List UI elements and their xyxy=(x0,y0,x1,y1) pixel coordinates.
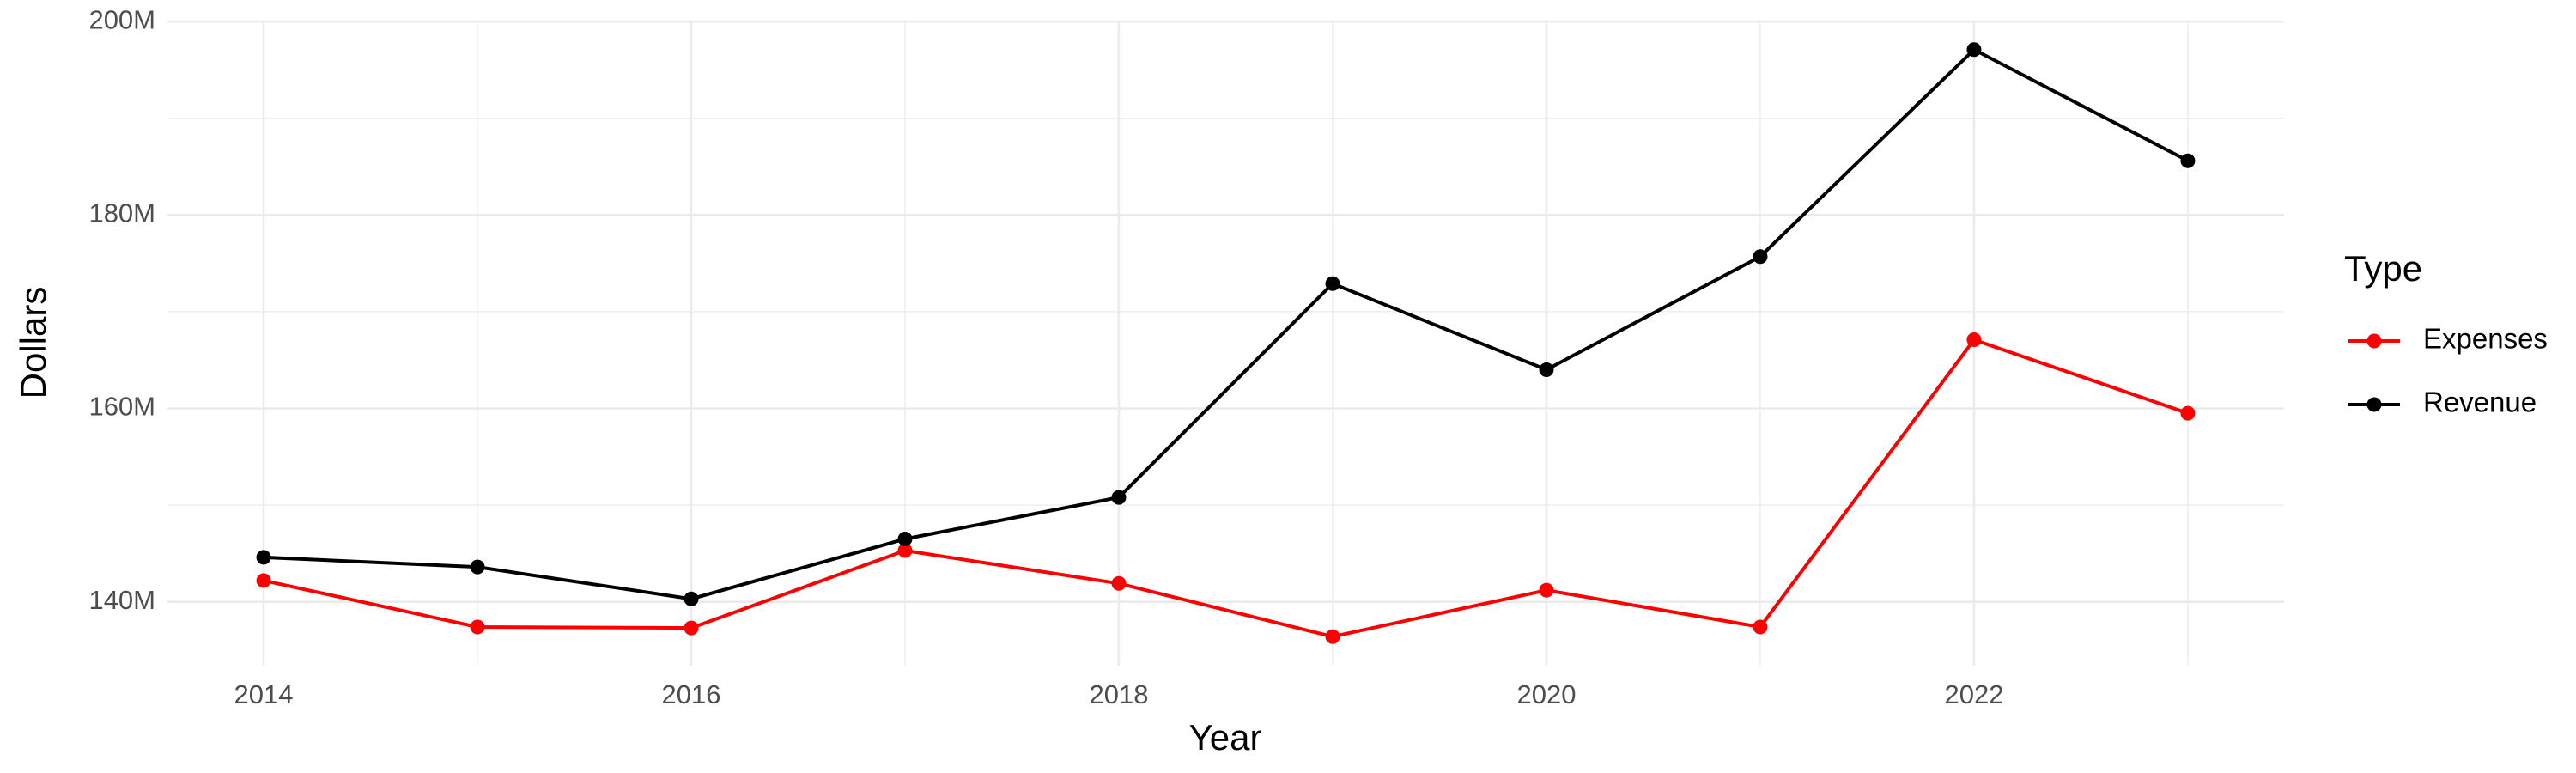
x-tick-label: 2016 xyxy=(662,679,721,709)
y-axis-title: Dollars xyxy=(13,287,53,399)
series-line xyxy=(263,338,2189,639)
data-point xyxy=(1966,332,1982,348)
legend-label: Revenue xyxy=(2423,386,2537,418)
data-point xyxy=(1966,42,1982,58)
y-tick-label: 140M xyxy=(88,585,155,615)
data-point xyxy=(256,550,271,565)
data-point xyxy=(470,619,485,635)
y-tick-label: 200M xyxy=(88,4,155,34)
x-tick-label: 2020 xyxy=(1517,679,1577,709)
legend-title: Type xyxy=(2344,248,2422,289)
data-point xyxy=(1111,575,1127,591)
data-point xyxy=(2180,153,2196,168)
legend-key-point xyxy=(2366,333,2382,349)
data-point xyxy=(683,591,699,606)
data-point xyxy=(470,559,485,575)
data-point xyxy=(256,573,271,588)
x-tick-label: 2014 xyxy=(234,679,294,709)
x-tick-label: 2022 xyxy=(1944,679,2003,709)
data-point xyxy=(1325,629,1340,644)
y-tick-label: 160M xyxy=(88,392,155,422)
data-point xyxy=(1539,362,1554,377)
data-point xyxy=(1539,582,1554,598)
data-point xyxy=(897,532,913,547)
data-point xyxy=(897,543,913,558)
data-point xyxy=(1753,249,1768,265)
data-point xyxy=(2180,405,2196,421)
data-point xyxy=(683,620,699,636)
data-point xyxy=(1753,619,1768,635)
y-tick-label: 180M xyxy=(88,198,155,228)
data-point xyxy=(1111,490,1127,505)
series-line xyxy=(263,47,2189,601)
x-axis-title: Year xyxy=(1189,717,1262,758)
legend-key-point xyxy=(2366,397,2382,412)
x-tick-label: 2018 xyxy=(1090,679,1149,709)
data-point xyxy=(1325,276,1340,291)
legend-label: Expenses xyxy=(2423,323,2548,355)
